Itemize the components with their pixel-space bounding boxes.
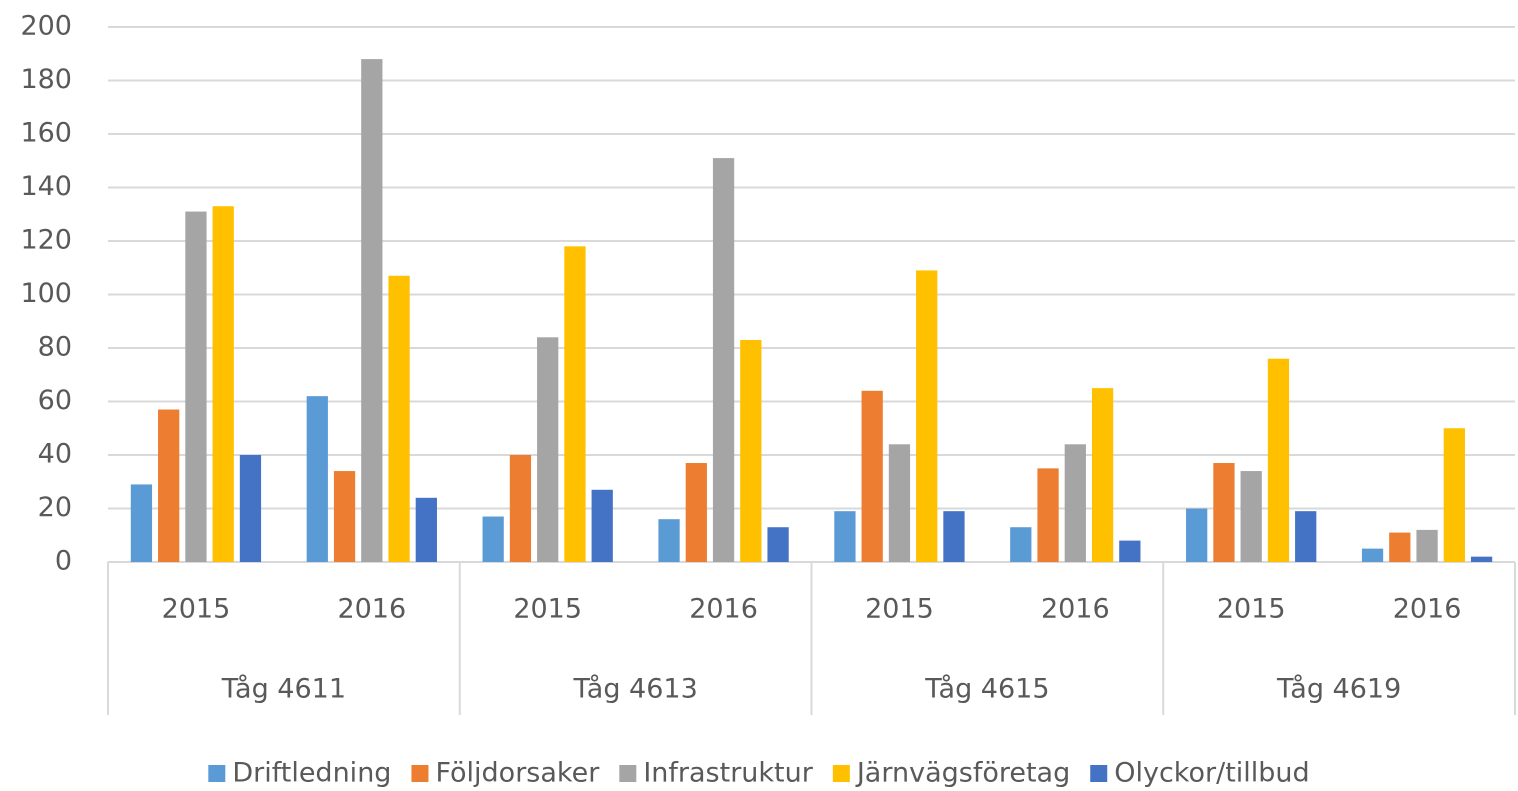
- legend-marker: [411, 765, 429, 782]
- bar: [1416, 529, 1438, 562]
- y-tick-label: 0: [55, 546, 72, 577]
- bar: [239, 455, 262, 562]
- bar: [564, 246, 586, 562]
- bar: [685, 463, 707, 562]
- legend-marker: [832, 765, 850, 782]
- bar: [415, 497, 437, 562]
- bar: [1037, 468, 1059, 562]
- x-tick-label: 2015: [1217, 594, 1286, 625]
- bar: [712, 158, 735, 562]
- legend-label: Infrastruktur: [643, 758, 813, 789]
- y-tick-label: 120: [20, 225, 72, 256]
- legend-label: Följdorsaker: [435, 758, 600, 789]
- bar: [916, 270, 938, 562]
- bar: [1267, 358, 1290, 562]
- bar: [158, 409, 180, 562]
- y-tick-label: 200: [20, 11, 72, 42]
- x-tick-label: 2016: [1041, 594, 1110, 625]
- y-tick-label: 60: [38, 385, 72, 416]
- y-tick-label: 100: [20, 278, 72, 309]
- x-tick-label: 2016: [689, 594, 758, 625]
- bar: [658, 519, 680, 562]
- bar: [1240, 471, 1262, 562]
- bar: [767, 527, 789, 562]
- x-tick-label: 2015: [513, 594, 582, 625]
- group-label: Tåg 4619: [1276, 674, 1401, 705]
- group-label: Tåg 4613: [572, 674, 697, 705]
- bar: [306, 396, 328, 562]
- x-tick-label: 2015: [162, 594, 231, 625]
- bar: [1213, 463, 1235, 562]
- bar: [212, 206, 234, 562]
- bar: [482, 516, 504, 562]
- bar: [1119, 540, 1141, 562]
- bar: [861, 390, 883, 562]
- group-label: Tåg 4615: [924, 674, 1049, 705]
- legend-marker: [1090, 765, 1108, 782]
- legend-label: Driftledning: [232, 758, 391, 789]
- y-tick-label: 40: [38, 439, 72, 470]
- legend-marker: [619, 765, 637, 782]
- bar: [333, 471, 356, 562]
- bar: [1064, 444, 1086, 562]
- bar: [537, 337, 559, 562]
- bar: [740, 339, 762, 562]
- bar: [1091, 388, 1114, 562]
- bar: [1186, 508, 1208, 562]
- legend-label: Järnvägsföretag: [855, 758, 1070, 789]
- x-tick-label: 2015: [865, 594, 934, 625]
- bar: [361, 59, 383, 562]
- y-tick-label: 140: [20, 171, 72, 202]
- bar: [888, 444, 911, 562]
- y-tick-label: 160: [20, 118, 72, 149]
- legend-marker: [208, 765, 226, 782]
- y-tick-label: 180: [20, 64, 72, 95]
- legend-label: Olyckor/tillbud: [1114, 758, 1309, 789]
- x-tick-label: 2016: [337, 594, 406, 625]
- x-tick-label: 2016: [1393, 594, 1462, 625]
- bar: [185, 211, 207, 562]
- bar: [591, 489, 613, 562]
- bar: [1470, 556, 1493, 562]
- bar: [943, 511, 965, 562]
- y-tick-label: 20: [38, 492, 72, 523]
- bar: [1295, 511, 1317, 562]
- bar: [509, 455, 532, 562]
- bar: [1361, 548, 1384, 562]
- bar: [1010, 527, 1032, 562]
- bar: [1443, 428, 1465, 562]
- y-tick-label: 80: [38, 332, 72, 363]
- bar: [388, 275, 410, 562]
- bar: [834, 511, 856, 562]
- group-label: Tåg 4611: [221, 674, 346, 705]
- bar: [130, 484, 153, 562]
- bar: [1389, 532, 1411, 562]
